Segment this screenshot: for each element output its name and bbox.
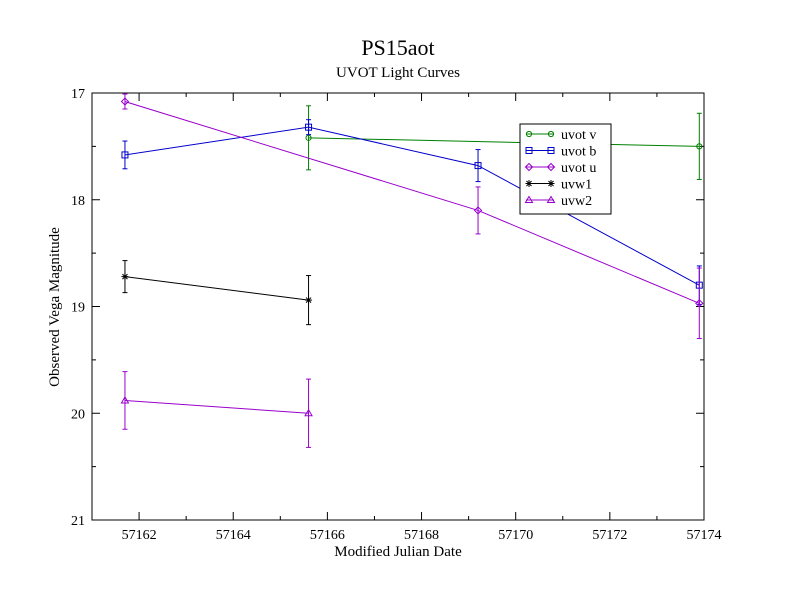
legend-label: uvot u bbox=[561, 161, 596, 176]
data-point bbox=[120, 97, 130, 106]
legend-marker bbox=[525, 180, 533, 187]
legend-label: uvw1 bbox=[561, 178, 592, 193]
legend-marker bbox=[547, 180, 555, 187]
legend-box bbox=[519, 123, 612, 215]
y-tick-label: 21 bbox=[71, 514, 85, 529]
x-tick-label: 57164 bbox=[216, 528, 251, 543]
x-axis-label: Modified Julian Date bbox=[334, 544, 462, 560]
x-tick-label: 57174 bbox=[687, 528, 722, 543]
star-marker-stroke bbox=[305, 297, 312, 303]
chart-subtitle: UVOT Light Curves bbox=[336, 65, 460, 81]
legend-label: uvot b bbox=[561, 145, 596, 160]
legend-item: uvot u bbox=[524, 161, 596, 176]
legend-marker bbox=[524, 195, 534, 203]
x-tick-label: 57172 bbox=[592, 528, 627, 543]
data-point bbox=[304, 408, 313, 417]
legend-marker bbox=[547, 130, 555, 138]
star-marker-stroke bbox=[526, 180, 532, 187]
legend-label: uvot v bbox=[561, 128, 596, 143]
legend-marker bbox=[525, 130, 533, 138]
y-tick-label: 20 bbox=[71, 407, 85, 422]
data-point bbox=[305, 296, 313, 304]
series-line bbox=[308, 137, 700, 147]
series-line bbox=[124, 399, 309, 414]
y-axis-label: Observed Vega Magnitude bbox=[47, 227, 63, 387]
series-uvot-u bbox=[120, 93, 704, 340]
data-point bbox=[474, 162, 482, 170]
series-uvot-b bbox=[121, 119, 703, 305]
data-point bbox=[305, 123, 313, 131]
series-uvw1 bbox=[121, 260, 313, 326]
data-point bbox=[121, 273, 129, 281]
series-line bbox=[124, 126, 700, 286]
star-marker-stroke bbox=[122, 273, 128, 280]
x-tick-label: 57170 bbox=[498, 528, 533, 543]
data-point bbox=[121, 151, 129, 159]
star-marker-stroke bbox=[548, 180, 554, 187]
data-point bbox=[696, 143, 703, 150]
y-tick-label: 17 bbox=[71, 87, 85, 102]
data-point bbox=[473, 206, 483, 215]
legend-marker bbox=[524, 162, 534, 172]
legend-label: uvw2 bbox=[561, 194, 592, 209]
data-point bbox=[305, 134, 312, 141]
series-uvw2 bbox=[120, 371, 313, 448]
series-line bbox=[124, 276, 309, 301]
data-point bbox=[120, 395, 130, 404]
x-tick-label: 57166 bbox=[310, 528, 345, 543]
series-line bbox=[124, 101, 700, 304]
plot-area: 57162 57164 57166 57168 57170 57172 57174 17 18 1… bbox=[71, 87, 722, 543]
plot-frame bbox=[91, 92, 705, 521]
x-tick-label: 57168 bbox=[404, 528, 439, 543]
chart-title: PS15aot bbox=[361, 35, 434, 60]
y-tick-label: 19 bbox=[71, 301, 85, 316]
data-point bbox=[695, 299, 704, 308]
legend-marker bbox=[546, 162, 556, 172]
series-uvot-v bbox=[305, 105, 703, 180]
legend-item: uvw2 bbox=[524, 194, 592, 209]
x-tick-label: 57162 bbox=[122, 528, 157, 543]
legend-marker bbox=[546, 195, 556, 203]
legend-item: uvot b bbox=[525, 145, 596, 160]
legend-item: uvot v bbox=[525, 128, 596, 143]
legend-item: uvw1 bbox=[525, 178, 592, 193]
y-tick-label: 18 bbox=[71, 194, 85, 209]
legend-marker bbox=[547, 147, 555, 154]
legend-marker bbox=[525, 147, 533, 154]
